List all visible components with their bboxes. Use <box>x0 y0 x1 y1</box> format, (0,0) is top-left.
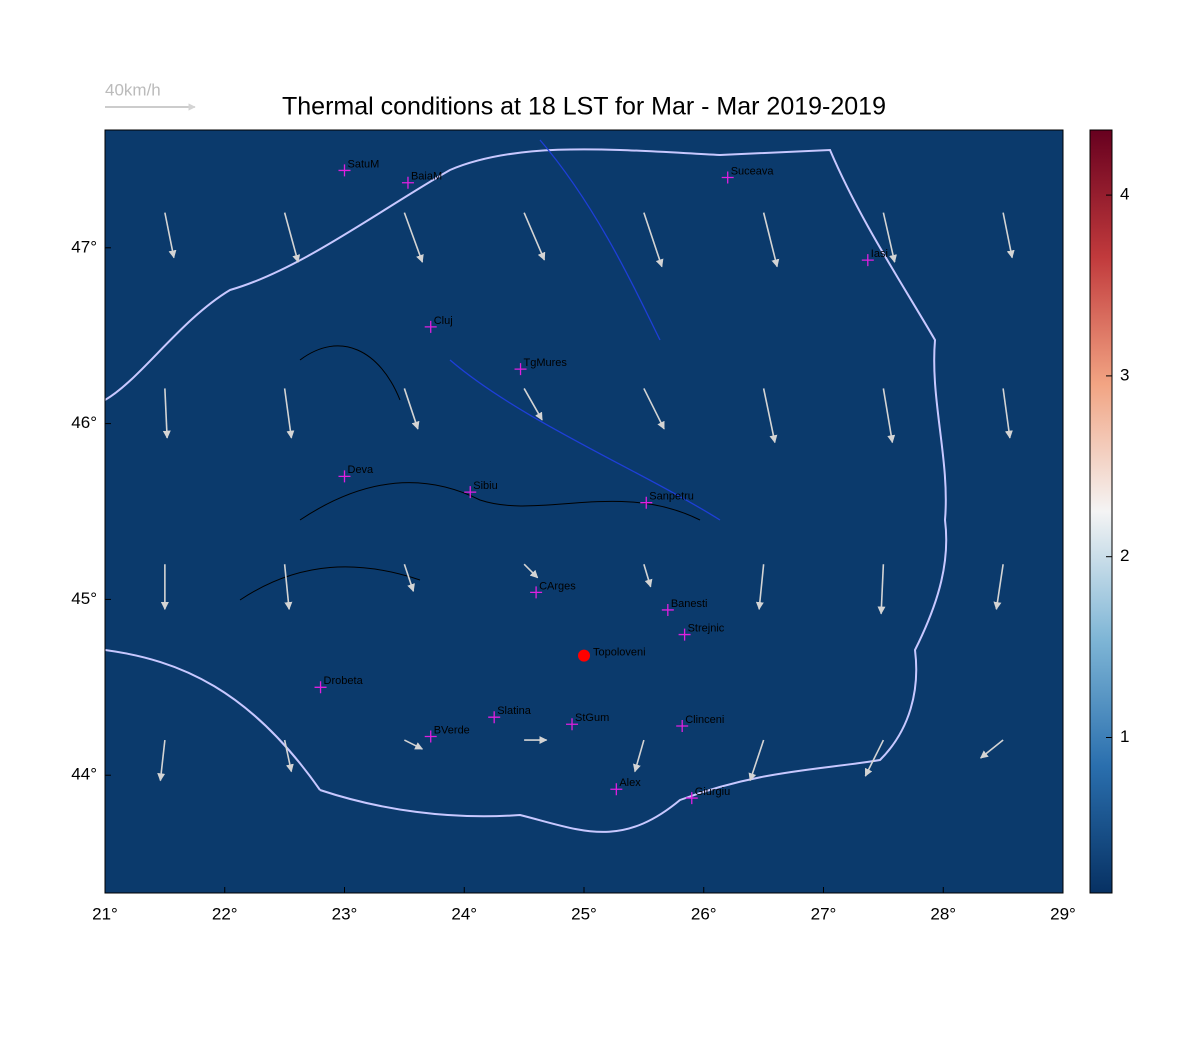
wind-arrow <box>882 388 896 444</box>
colorbar-tick-label: 1 <box>1120 727 1129 746</box>
wind-arrow <box>403 212 424 263</box>
city-marker <box>678 628 691 641</box>
city-label: Drobeta <box>324 675 364 687</box>
map-background <box>105 130 1063 893</box>
wind-arrow <box>993 564 1004 611</box>
city-label: Iasi <box>871 248 888 260</box>
y-tick-label: 44° <box>71 765 97 784</box>
x-tick-label: 23° <box>332 904 358 923</box>
city-marker <box>514 363 527 376</box>
y-tick-label: 47° <box>71 237 97 256</box>
wind-arrow <box>283 212 301 263</box>
city-label: Slatina <box>497 705 532 717</box>
x-tick-label: 22° <box>212 904 238 923</box>
city-marker <box>530 586 543 599</box>
y-tick-label: 45° <box>71 589 97 608</box>
city-label: CArges <box>539 580 576 592</box>
city-marker <box>721 171 734 184</box>
city-label: Giurgiu <box>695 786 730 798</box>
wind-arrow <box>877 564 886 615</box>
city-marker <box>338 470 351 483</box>
colorbar <box>1089 129 1113 894</box>
river <box>449 139 721 521</box>
city-label: Cluj <box>434 315 453 327</box>
city-label: Sibiu <box>473 480 497 492</box>
city-marker <box>488 711 501 724</box>
colorbar-tick-label: 4 <box>1120 185 1129 204</box>
wind-arrow <box>283 739 294 773</box>
wind-arrow <box>162 388 171 439</box>
wind-arrow <box>157 739 166 782</box>
wind-legend-label: 40km/h <box>105 80 161 99</box>
city-label: Strejnic <box>688 622 725 634</box>
city-marker <box>676 719 689 732</box>
wind-arrow <box>404 739 424 750</box>
city-label: Banesti <box>671 598 708 610</box>
city-label: BaiaM <box>411 171 442 183</box>
city-marker <box>314 681 327 694</box>
city-marker <box>338 164 351 177</box>
city-marker <box>401 176 414 189</box>
wind-arrow <box>755 564 765 611</box>
wind-arrow <box>283 388 295 439</box>
x-tick-label: 28° <box>930 904 956 923</box>
city-marker <box>566 718 579 731</box>
wind-arrow <box>523 388 543 421</box>
x-tick-label: 24° <box>451 904 477 923</box>
city-marker <box>861 254 874 267</box>
city-label: TgMures <box>524 357 568 369</box>
city-marker <box>424 730 437 743</box>
city-marker <box>464 486 477 499</box>
wind-arrow <box>403 388 420 430</box>
city-label: SatuM <box>348 158 380 170</box>
wind-arrow <box>403 563 415 593</box>
site-label: Topoloveni <box>593 647 646 659</box>
city-marker <box>640 496 653 509</box>
border <box>105 148 948 833</box>
city-label: StGum <box>575 712 609 724</box>
chart-title: Thermal conditions at 18 LST for Mar - M… <box>282 93 886 121</box>
wind-arrow <box>523 563 539 579</box>
city-label: Suceava <box>731 165 775 177</box>
wind-arrow <box>1002 388 1013 439</box>
wind-arrow <box>643 212 664 268</box>
x-tick-label: 27° <box>811 904 837 923</box>
map-lines <box>105 139 948 833</box>
wind-arrow <box>762 212 780 268</box>
city-label: Deva <box>348 464 375 476</box>
colorbar-tick-label: 3 <box>1120 365 1129 384</box>
city-marker <box>685 792 698 805</box>
city-label: BVerde <box>434 724 470 736</box>
contour <box>239 345 701 601</box>
wind-arrow <box>748 739 765 782</box>
wind-arrow <box>633 739 645 773</box>
wind-arrow <box>164 212 177 259</box>
wind-arrow <box>643 388 665 430</box>
x-tick-label: 26° <box>691 904 717 923</box>
y-tick-label: 46° <box>71 413 97 432</box>
city-label: Clinceni <box>685 714 724 726</box>
wind-arrow <box>762 388 778 444</box>
site-marker <box>578 649 590 662</box>
city-label: Alex <box>619 777 641 789</box>
city-marker <box>661 603 674 616</box>
x-tick-label: 29° <box>1050 904 1076 923</box>
wind-arrow <box>980 739 1004 759</box>
x-tick-label: 21° <box>92 904 118 923</box>
x-tick-label: 25° <box>571 904 597 923</box>
wind-arrow <box>643 564 653 588</box>
wind-arrow <box>523 212 546 261</box>
city-label: Sanpetru <box>649 491 694 503</box>
city-marker <box>610 783 623 796</box>
wind-arrow <box>864 739 885 777</box>
wind-arrow <box>1002 212 1015 259</box>
border <box>105 649 321 791</box>
colorbar-tick-label: 2 <box>1120 546 1129 565</box>
data-layer: SatuM BaiaM Suceava Iasi Cluj TgMures Deva Sibi… <box>157 158 1015 805</box>
wind-arrow <box>882 212 897 263</box>
wind-arrow <box>283 564 293 611</box>
city-marker <box>424 320 437 333</box>
